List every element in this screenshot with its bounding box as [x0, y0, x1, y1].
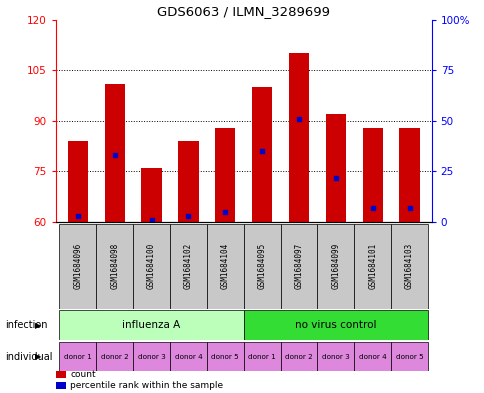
Bar	[105, 84, 124, 222]
Title: GDS6063 / ILMN_3289699: GDS6063 / ILMN_3289699	[157, 6, 330, 18]
Text: ▶: ▶	[35, 321, 41, 330]
Bar	[96, 342, 133, 371]
Text: donor 3: donor 3	[321, 354, 349, 360]
Text: individual: individual	[5, 352, 52, 362]
Bar	[243, 224, 280, 309]
Bar	[170, 342, 207, 371]
Text: count: count	[70, 370, 96, 379]
Text: GSM1684104: GSM1684104	[220, 243, 229, 289]
Bar	[325, 114, 345, 222]
Text: ▶: ▶	[35, 352, 41, 361]
Bar	[252, 87, 272, 222]
Text: GSM1684103: GSM1684103	[404, 243, 413, 289]
Bar	[317, 342, 353, 371]
Text: GSM1684097: GSM1684097	[294, 243, 303, 289]
Text: donor 5: donor 5	[395, 354, 423, 360]
Bar	[178, 141, 198, 222]
Bar	[353, 224, 390, 309]
Bar	[317, 224, 353, 309]
Text: GSM1684101: GSM1684101	[367, 243, 377, 289]
Bar	[288, 53, 308, 222]
Text: donor 3: donor 3	[137, 354, 165, 360]
Text: GSM1684100: GSM1684100	[147, 243, 156, 289]
Bar	[280, 224, 317, 309]
Bar	[60, 342, 96, 371]
Text: percentile rank within the sample: percentile rank within the sample	[70, 381, 223, 390]
Text: donor 2: donor 2	[285, 354, 312, 360]
Bar	[390, 224, 427, 309]
Bar	[68, 141, 88, 222]
Bar	[390, 342, 427, 371]
Bar	[60, 224, 96, 309]
Bar	[207, 342, 243, 371]
Bar	[96, 224, 133, 309]
Text: GSM1684096: GSM1684096	[73, 243, 82, 289]
Bar	[243, 310, 427, 340]
Text: infection: infection	[5, 320, 47, 330]
Bar	[243, 342, 280, 371]
Text: GSM1684099: GSM1684099	[331, 243, 340, 289]
Bar	[215, 128, 235, 222]
Bar	[133, 224, 170, 309]
Text: donor 1: donor 1	[248, 354, 275, 360]
Bar	[353, 342, 390, 371]
Bar	[280, 342, 317, 371]
Bar	[141, 168, 161, 222]
Text: GSM1684095: GSM1684095	[257, 243, 266, 289]
Bar	[170, 224, 207, 309]
Bar	[133, 342, 170, 371]
Text: no virus control: no virus control	[294, 320, 376, 330]
Text: donor 4: donor 4	[358, 354, 386, 360]
Bar	[60, 310, 243, 340]
Bar	[362, 128, 382, 222]
Text: GSM1684102: GSM1684102	[183, 243, 193, 289]
Text: donor 2: donor 2	[101, 354, 128, 360]
Bar	[399, 128, 419, 222]
Text: influenza A: influenza A	[122, 320, 181, 330]
Bar	[207, 224, 243, 309]
Text: donor 5: donor 5	[211, 354, 239, 360]
Text: GSM1684098: GSM1684098	[110, 243, 119, 289]
Text: donor 1: donor 1	[64, 354, 91, 360]
Text: donor 4: donor 4	[174, 354, 202, 360]
